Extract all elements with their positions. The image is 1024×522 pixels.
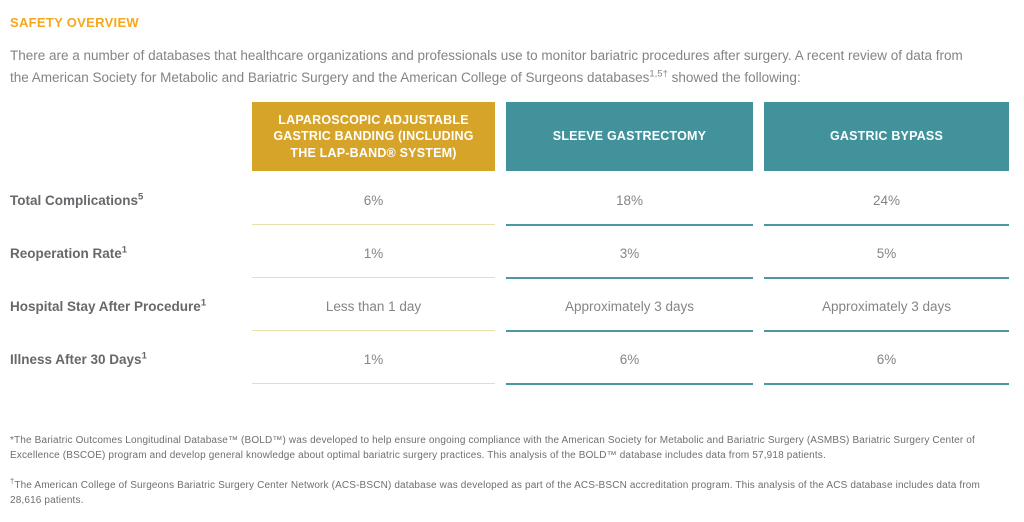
intro-reference-superscript: 1,5† <box>649 68 668 79</box>
row-reference-superscript: 1 <box>121 244 128 256</box>
row-reference-superscript: 1 <box>141 350 147 362</box>
procedure-comparison-table: LAPAROSCOPIC ADJUSTABLE GASTRIC BANDING … <box>10 102 1014 399</box>
table-cell: 6% <box>764 346 1009 399</box>
table-cell: 1% <box>252 346 495 399</box>
intro-paragraph: There are a number of databases that hea… <box>10 45 968 88</box>
table-cell: 6% <box>252 187 495 240</box>
cell-underline <box>764 383 1009 385</box>
cell-underline <box>252 277 495 278</box>
cell-underline <box>252 224 495 225</box>
table-corner-spacer <box>10 102 241 171</box>
page-title: SAFETY OVERVIEW <box>10 15 139 30</box>
table-cell: 3% <box>506 240 753 293</box>
cell-underline <box>252 383 495 384</box>
cell-underline <box>506 277 753 279</box>
column-header-gastric-banding: LAPAROSCOPIC ADJUSTABLE GASTRIC BANDING … <box>252 102 495 171</box>
footnote-acs-database: †The American College of Surgeons Bariat… <box>10 476 981 506</box>
column-header-gastric-bypass: GASTRIC BYPASS <box>764 102 1009 171</box>
table-cell: 1% <box>252 240 495 293</box>
header-rows-spacer <box>10 171 1009 187</box>
table-cell: 6% <box>506 346 753 399</box>
cell-underline <box>506 330 753 332</box>
footnotes-section: *The Bariatric Outcomes Longitudinal Dat… <box>10 434 1014 508</box>
footnote-marker-dagger: † <box>10 476 15 486</box>
cell-underline <box>506 383 753 385</box>
cell-underline <box>252 330 495 331</box>
table-cell: Approximately 3 days <box>764 293 1009 346</box>
row-label-total-complications: Total Complications5 <box>10 191 144 208</box>
row-label-illness-after-30-days: Illness After 30 Days1 <box>10 350 147 367</box>
row-reference-superscript: 1 <box>200 297 207 309</box>
intro-text: There are a number of databases that hea… <box>10 48 963 85</box>
footnote-bold-database: *The Bariatric Outcomes Longitudinal Dat… <box>10 435 975 461</box>
row-label-reoperation-rate: Reoperation Rate1 <box>10 244 128 261</box>
table-cell: 18% <box>506 187 753 240</box>
row-reference-superscript: 5 <box>138 191 144 203</box>
table-cell: 5% <box>764 240 1009 293</box>
table-cell: 24% <box>764 187 1009 240</box>
cell-underline <box>764 277 1009 279</box>
row-label-hospital-stay: Hospital Stay After Procedure1 <box>10 297 207 314</box>
cell-underline <box>764 224 1009 226</box>
footnote-marker-asterisk: * <box>10 435 15 446</box>
column-header-sleeve-gastrectomy: SLEEVE GASTRECTOMY <box>506 102 753 171</box>
cell-underline <box>506 224 753 226</box>
safety-overview-section: SAFETY OVERVIEW There are a number of da… <box>10 15 1014 508</box>
table-cell: Less than 1 day <box>252 293 495 346</box>
table-cell: Approximately 3 days <box>506 293 753 346</box>
cell-underline <box>764 330 1009 332</box>
intro-tail: showed the following: <box>667 69 801 85</box>
